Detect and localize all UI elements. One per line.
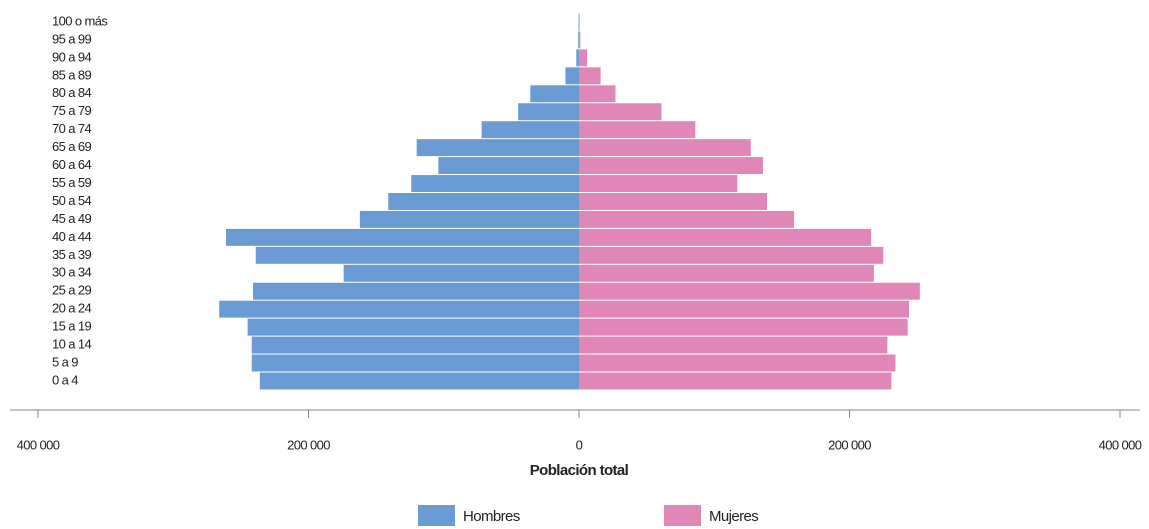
bar xyxy=(518,103,579,121)
bar xyxy=(225,228,579,246)
y-tick-label: 50 a 54 xyxy=(52,193,92,208)
bar xyxy=(259,372,579,390)
y-tick-label: 40 a 44 xyxy=(52,229,92,244)
legend-label: Hombres xyxy=(463,508,520,525)
bar xyxy=(481,121,579,139)
bar xyxy=(579,318,908,336)
bar xyxy=(219,300,580,318)
bar xyxy=(579,85,616,103)
bar xyxy=(579,246,884,264)
x-tick-label: 400 000 xyxy=(17,437,60,452)
bar xyxy=(565,67,579,85)
y-tick-label: 75 a 79 xyxy=(52,103,92,118)
bar xyxy=(579,193,767,210)
x-tick-label: 0 xyxy=(576,437,583,452)
bar xyxy=(388,193,579,210)
bar xyxy=(579,264,874,282)
legend-swatch xyxy=(664,505,701,526)
y-tick-label: 80 a 84 xyxy=(52,85,92,100)
x-tick-label: 200 000 xyxy=(287,437,330,452)
bar xyxy=(579,210,795,228)
bar xyxy=(255,246,579,264)
bar xyxy=(576,49,579,67)
y-tick-label: 70 a 74 xyxy=(52,121,92,136)
legend-label: Mujeres xyxy=(709,508,758,525)
y-tick-label: 5 a 9 xyxy=(52,354,78,369)
bar xyxy=(253,282,580,300)
bar xyxy=(579,31,581,49)
bar xyxy=(579,372,892,390)
y-tick-label: 25 a 29 xyxy=(52,283,92,298)
bar xyxy=(579,157,763,175)
bar xyxy=(579,228,872,246)
y-tick-label: 60 a 64 xyxy=(52,157,92,172)
bar xyxy=(251,336,579,354)
y-tick-label: 10 a 14 xyxy=(52,337,92,352)
bar xyxy=(579,336,888,354)
bar xyxy=(530,85,579,103)
y-tick-label: 35 a 39 xyxy=(52,247,92,262)
bar xyxy=(579,49,588,67)
y-tick-label: 85 a 89 xyxy=(52,67,92,82)
y-tick-label: 90 a 94 xyxy=(52,49,92,64)
bar xyxy=(411,175,579,192)
bar xyxy=(579,13,580,31)
bar xyxy=(579,300,910,318)
axis-title: Población total xyxy=(530,462,629,479)
y-tick-label: 65 a 69 xyxy=(52,139,92,154)
bar xyxy=(579,139,751,157)
y-tick-label: 45 a 49 xyxy=(52,211,92,226)
y-tick-label: 55 a 59 xyxy=(52,175,92,190)
bar xyxy=(579,103,662,121)
bar xyxy=(579,282,920,300)
legend-swatch xyxy=(418,505,455,526)
bar xyxy=(359,210,579,228)
bar xyxy=(416,139,579,157)
y-tick-label: 15 a 19 xyxy=(52,319,92,334)
bar xyxy=(578,31,579,49)
y-tick-label: 95 a 99 xyxy=(52,31,92,46)
bar xyxy=(438,157,579,175)
bar xyxy=(247,318,579,336)
bar xyxy=(343,264,579,282)
bar xyxy=(579,175,738,192)
y-tick-label: 0 a 4 xyxy=(52,372,78,387)
y-tick-label: 30 a 34 xyxy=(52,265,92,280)
bar xyxy=(579,67,601,85)
bar xyxy=(579,354,896,372)
bar xyxy=(579,121,696,139)
bar xyxy=(251,354,579,372)
y-tick-label: 20 a 24 xyxy=(52,301,92,316)
y-tick-label: 100 o más xyxy=(52,13,108,28)
x-tick-label: 200 000 xyxy=(828,437,871,452)
x-tick-label: 400 000 xyxy=(1099,437,1142,452)
